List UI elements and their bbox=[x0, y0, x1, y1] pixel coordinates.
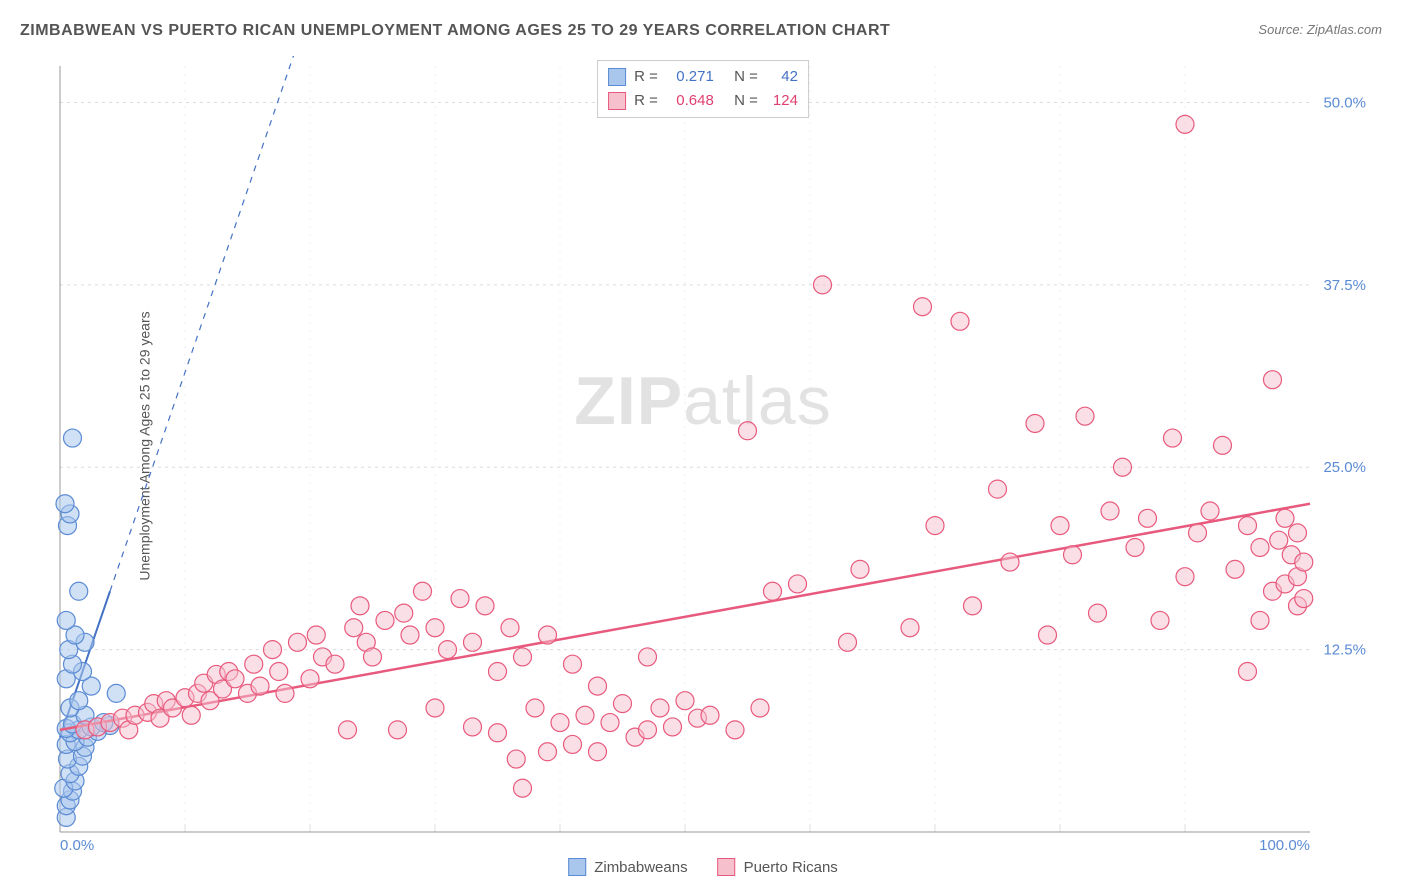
svg-text:12.5%: 12.5% bbox=[1323, 642, 1366, 659]
legend-row: R = 0.648 N = 124 bbox=[608, 89, 798, 113]
scatter-chart: 12.5% 25.0% 37.5% 50.0% 0.0% 100.0% bbox=[50, 56, 1376, 852]
legend-values: R = 0.648 N = 124 bbox=[634, 89, 798, 113]
series-legend: Zimbabweans Puerto Ricans bbox=[568, 858, 838, 876]
chart-title: ZIMBABWEAN VS PUERTO RICAN UNEMPLOYMENT … bbox=[20, 22, 890, 40]
source-attribution: Source: ZipAtlas.com bbox=[1258, 22, 1382, 37]
correlation-legend: R = 0.271 N = 42R = 0.648 N = 124 bbox=[597, 60, 809, 118]
source-name: ZipAtlas.com bbox=[1307, 22, 1382, 37]
legend-item: Zimbabweans bbox=[568, 858, 687, 876]
svg-text:25.0%: 25.0% bbox=[1323, 459, 1366, 476]
legend-label: Puerto Ricans bbox=[744, 859, 838, 876]
chart-area: 12.5% 25.0% 37.5% 50.0% 0.0% 100.0% bbox=[50, 56, 1376, 852]
svg-text:50.0%: 50.0% bbox=[1323, 94, 1366, 111]
legend-label: Zimbabweans bbox=[594, 859, 687, 876]
legend-swatch bbox=[608, 92, 626, 110]
legend-row: R = 0.271 N = 42 bbox=[608, 65, 798, 89]
legend-swatch bbox=[568, 858, 586, 876]
svg-text:37.5%: 37.5% bbox=[1323, 277, 1366, 294]
legend-values: R = 0.271 N = 42 bbox=[634, 65, 798, 89]
legend-swatch bbox=[718, 858, 736, 876]
source-label: Source: bbox=[1258, 22, 1303, 37]
svg-text:0.0%: 0.0% bbox=[60, 837, 94, 852]
legend-swatch bbox=[608, 68, 626, 86]
svg-text:100.0%: 100.0% bbox=[1259, 837, 1310, 852]
legend-item: Puerto Ricans bbox=[718, 858, 838, 876]
